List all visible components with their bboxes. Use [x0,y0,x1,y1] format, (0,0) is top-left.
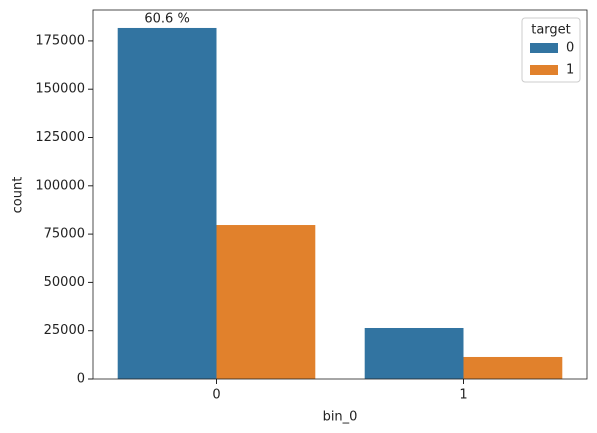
legend-label: 0 [566,41,574,56]
bar [117,27,217,380]
y-axis-label: count [11,177,26,214]
bar [463,356,563,379]
y-tick-label: 125000 [35,130,85,145]
bar [364,327,464,379]
y-tick-label: 50000 [44,275,85,290]
y-tick-label: 75000 [44,227,85,242]
x-tick-label: 0 [212,388,220,403]
legend-swatch [530,43,558,53]
x-axis-label: bin_0 [323,410,358,425]
y-tick-label: 25000 [44,323,85,338]
legend-title: target [531,23,571,38]
y-tick-label: 175000 [35,33,85,48]
legend-label: 1 [566,63,574,78]
y-tick-label: 150000 [35,82,85,97]
legend-swatch [530,65,558,75]
bar [216,225,316,379]
x-tick-label: 1 [459,388,467,403]
annotation: 60.6 % [144,11,189,26]
y-tick-label: 100000 [35,178,85,193]
y-tick-label: 0 [77,372,85,387]
plot-frame [92,9,588,380]
